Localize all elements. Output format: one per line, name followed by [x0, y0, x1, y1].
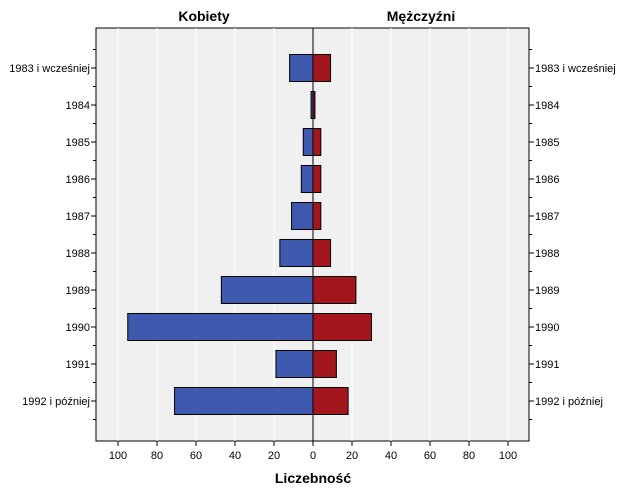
x-tick-label: 20	[346, 450, 358, 462]
bar-mezczyzni	[312, 387, 349, 415]
x-tick-label: 100	[499, 450, 517, 462]
bar-kobiety	[300, 165, 314, 193]
bar-kobiety	[302, 128, 314, 156]
x-tick-label: 100	[109, 450, 127, 462]
y-tick-label-left: 1992 i później	[22, 396, 90, 408]
y-tick-label-left: 1986	[66, 174, 90, 186]
bar-kobiety	[127, 313, 314, 341]
x-tick-label: 80	[463, 450, 475, 462]
y-tick-label-right: 1985	[535, 137, 559, 149]
bar-mezczyzni	[312, 239, 332, 267]
bar-mezczyzni	[312, 276, 357, 304]
left-panel-title: Kobiety	[178, 8, 230, 24]
y-tick-label-right: 1986	[535, 174, 559, 186]
bar-mezczyzni	[312, 313, 372, 341]
bar-mezczyzni	[312, 350, 337, 378]
bar-mezczyzni	[312, 165, 322, 193]
y-tick-label-left: 1990	[66, 322, 90, 334]
bar-kobiety	[174, 387, 314, 415]
x-tick-label: 20	[268, 450, 280, 462]
y-ticks: 1983 i wcześniej 1983 i wcześniej 1984 1984…	[9, 49, 616, 420]
right-panel-title: Mężczyźni	[387, 8, 455, 24]
x-tick-label: 60	[190, 450, 202, 462]
bar-mezczyzni	[312, 128, 322, 156]
x-tick-label: 80	[151, 450, 163, 462]
y-tick-label-left: 1987	[66, 211, 90, 223]
bar-kobiety	[220, 276, 314, 304]
y-tick-label-right: 1991	[535, 359, 559, 371]
x-ticks: 100 80 60 40 20 0 20 40 60 80 100	[109, 441, 517, 462]
bar-kobiety	[279, 239, 314, 267]
y-tick-label-right: 1989	[535, 285, 559, 297]
y-tick-label-right: 1984	[535, 100, 559, 112]
bar-mezczyzni	[312, 54, 332, 82]
y-tick-label-left: 1989	[66, 285, 90, 297]
x-tick-label: 40	[385, 450, 397, 462]
y-tick-label-right: 1987	[535, 211, 559, 223]
x-axis-title: Liczebność	[275, 470, 351, 486]
x-tick-label: 0	[310, 450, 316, 462]
y-tick-label-right: 1990	[535, 322, 559, 334]
bar-kobiety	[289, 54, 314, 82]
y-tick-label-right: 1983 i wcześniej	[535, 63, 616, 75]
y-tick-label-right: 1988	[535, 248, 559, 260]
x-tick-label: 60	[424, 450, 436, 462]
y-tick-label-left: 1983 i wcześniej	[9, 63, 90, 75]
y-tick-label-left: 1991	[66, 359, 90, 371]
grid-lines	[117, 28, 509, 441]
y-tick-label-left: 1988	[66, 248, 90, 260]
y-tick-label-left: 1984	[66, 100, 90, 112]
y-tick-label-right: 1992 i później	[535, 396, 603, 408]
bar-kobiety	[291, 202, 314, 230]
bar-kobiety	[275, 350, 314, 378]
x-tick-label: 40	[229, 450, 241, 462]
bar-mezczyzni	[312, 202, 322, 230]
y-tick-label-left: 1985	[66, 137, 90, 149]
